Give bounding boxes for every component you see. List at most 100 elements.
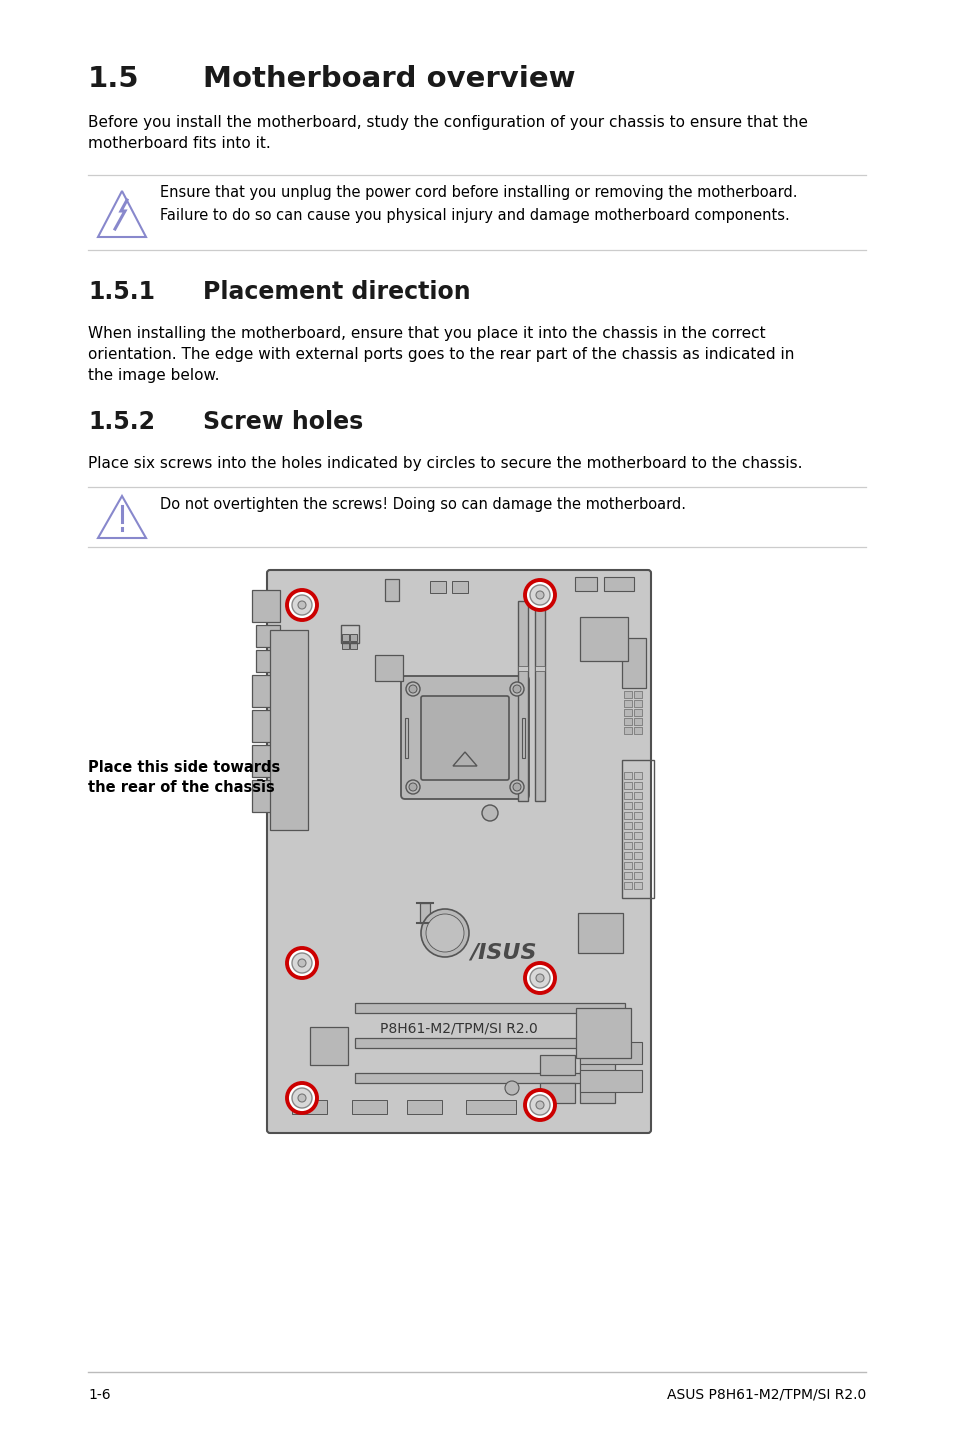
Bar bbox=[355, 1073, 624, 1083]
Circle shape bbox=[292, 953, 312, 974]
Circle shape bbox=[409, 784, 416, 791]
Bar bbox=[576, 1008, 630, 1058]
FancyBboxPatch shape bbox=[267, 569, 650, 1133]
Text: Do not overtighten the screws! Doing so can damage the motherboard.: Do not overtighten the screws! Doing so … bbox=[160, 498, 685, 512]
Bar bbox=[419, 903, 430, 923]
Bar bbox=[578, 913, 622, 953]
Bar bbox=[270, 630, 308, 830]
Bar bbox=[623, 700, 631, 707]
Bar bbox=[579, 617, 627, 661]
Bar bbox=[385, 580, 398, 601]
Text: ASUS P8H61-M2/TPM/SI R2.0: ASUS P8H61-M2/TPM/SI R2.0 bbox=[666, 1388, 865, 1402]
Circle shape bbox=[504, 1081, 518, 1094]
Bar bbox=[579, 1070, 641, 1091]
Bar bbox=[623, 782, 631, 789]
Circle shape bbox=[530, 585, 550, 605]
Bar bbox=[623, 792, 631, 800]
Bar bbox=[405, 718, 408, 758]
Bar bbox=[452, 581, 468, 592]
Text: Placement direction: Placement direction bbox=[203, 280, 470, 303]
Text: Screw holes: Screw holes bbox=[203, 410, 363, 434]
FancyBboxPatch shape bbox=[420, 696, 509, 779]
Circle shape bbox=[297, 601, 306, 610]
Circle shape bbox=[292, 595, 312, 615]
Bar bbox=[634, 871, 641, 879]
Bar bbox=[623, 851, 631, 858]
Text: /ISUS: /ISUS bbox=[470, 943, 536, 963]
Text: P8H61-M2/TPM/SI R2.0: P8H61-M2/TPM/SI R2.0 bbox=[379, 1021, 537, 1035]
Bar bbox=[255, 626, 280, 647]
Circle shape bbox=[406, 779, 419, 794]
Bar bbox=[634, 812, 641, 820]
Bar bbox=[634, 792, 641, 800]
Bar bbox=[539, 1083, 575, 1103]
Circle shape bbox=[524, 963, 555, 994]
Circle shape bbox=[536, 974, 543, 982]
Bar bbox=[252, 674, 280, 707]
Bar bbox=[623, 718, 631, 725]
Bar bbox=[623, 871, 631, 879]
Bar bbox=[623, 843, 631, 848]
Bar bbox=[634, 782, 641, 789]
Bar bbox=[292, 1100, 327, 1114]
Bar bbox=[634, 728, 641, 733]
Circle shape bbox=[513, 684, 520, 693]
Circle shape bbox=[536, 591, 543, 600]
Bar bbox=[634, 772, 641, 779]
Bar bbox=[634, 692, 641, 697]
Bar bbox=[375, 654, 402, 682]
Circle shape bbox=[481, 805, 497, 821]
Bar bbox=[634, 709, 641, 716]
Text: 1.5.2: 1.5.2 bbox=[88, 410, 154, 434]
Bar bbox=[579, 1055, 615, 1076]
Bar bbox=[634, 851, 641, 858]
Circle shape bbox=[524, 1090, 555, 1120]
Bar bbox=[623, 709, 631, 716]
Bar bbox=[352, 1100, 387, 1114]
Bar bbox=[341, 641, 349, 649]
Bar bbox=[623, 772, 631, 779]
Bar bbox=[355, 1038, 584, 1048]
Circle shape bbox=[530, 968, 550, 988]
Bar bbox=[623, 833, 631, 838]
Circle shape bbox=[297, 959, 306, 966]
Bar bbox=[575, 577, 597, 591]
Bar bbox=[634, 833, 641, 838]
Text: 1-6: 1-6 bbox=[88, 1388, 111, 1402]
Bar bbox=[634, 861, 641, 869]
Circle shape bbox=[510, 779, 523, 794]
Bar bbox=[521, 718, 524, 758]
Text: 1.5: 1.5 bbox=[88, 65, 139, 93]
Bar bbox=[350, 634, 356, 641]
Text: Place this side towards
the rear of the chassis: Place this side towards the rear of the … bbox=[88, 761, 280, 795]
Bar bbox=[634, 802, 641, 810]
Bar bbox=[623, 692, 631, 697]
Bar bbox=[252, 710, 280, 742]
Bar bbox=[634, 843, 641, 848]
Circle shape bbox=[420, 909, 469, 958]
Bar bbox=[623, 823, 631, 828]
Bar bbox=[634, 700, 641, 707]
Bar bbox=[621, 761, 654, 897]
Circle shape bbox=[524, 580, 555, 610]
Bar bbox=[252, 590, 280, 623]
Bar bbox=[252, 745, 280, 777]
Bar bbox=[634, 881, 641, 889]
Bar bbox=[255, 650, 280, 672]
Text: Place six screws into the holes indicated by circles to secure the motherboard t: Place six screws into the holes indicate… bbox=[88, 456, 801, 472]
Bar bbox=[340, 626, 358, 643]
Circle shape bbox=[510, 682, 523, 696]
Circle shape bbox=[287, 948, 316, 978]
Bar bbox=[621, 638, 645, 687]
Bar bbox=[350, 641, 356, 649]
Text: Ensure that you unplug the power cord before installing or removing the motherbo: Ensure that you unplug the power cord be… bbox=[160, 186, 797, 223]
Bar bbox=[623, 861, 631, 869]
Circle shape bbox=[530, 1094, 550, 1114]
Bar bbox=[355, 1002, 624, 1012]
Circle shape bbox=[292, 1089, 312, 1109]
Bar bbox=[517, 666, 527, 672]
Bar bbox=[623, 802, 631, 810]
FancyBboxPatch shape bbox=[400, 676, 529, 800]
Bar bbox=[535, 601, 544, 801]
Circle shape bbox=[406, 682, 419, 696]
